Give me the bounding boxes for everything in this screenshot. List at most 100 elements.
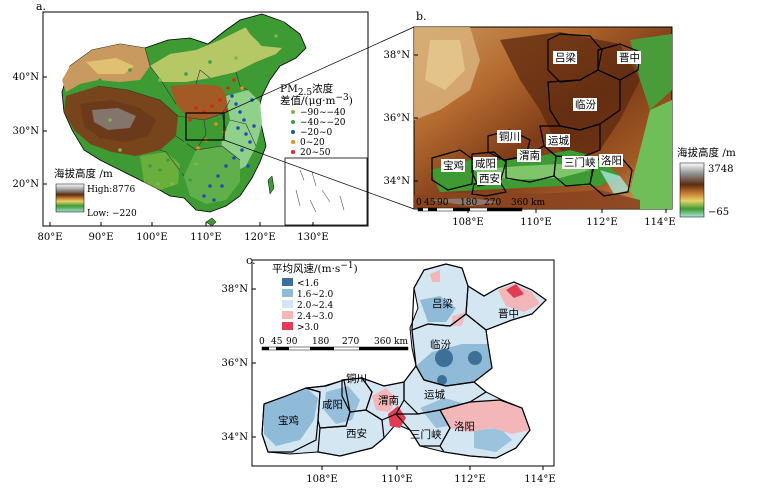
svg-text:130°E: 130°E [297,232,328,243]
svg-text:36°N: 36°N [384,113,411,124]
panel-a-pm-legend: PM2.5浓度 差值/(μg·m−3) −90∼−40 −40∼−20 −20∼… [280,82,353,158]
elev-b-legend-max: 3748 [708,164,733,175]
panel-c-city-boundaries [261,263,547,459]
panel-b-lat-ticks: 38°N 36°N 34°N [384,50,418,187]
panel-c-lat-ticks: 38°N 36°N 34°N [222,284,256,443]
wind-legend-swatch [282,289,293,297]
city-c-label-linfen: 临汾 [430,338,451,351]
svg-text:0: 0 [416,198,422,208]
svg-text:270: 270 [484,198,501,208]
svg-text:114°E: 114°E [644,217,675,228]
pm-legend-swatch [291,120,295,124]
svg-text:270: 270 [342,337,359,347]
elev-legend-high: High:8776 [87,185,135,195]
panel-b-elevation-legend: 海拔高度 /m 3748 −65 [677,146,736,218]
zoom-connector-bottom [223,139,415,210]
study-region-box [185,112,225,141]
city-label-yuncheng: 运城 [548,135,569,147]
city-c-label-sanmenxia: 三门峡 [410,428,442,441]
svg-text:110°E: 110°E [381,474,412,485]
svg-text:−90∼−40: −90∼−40 [300,108,346,118]
svg-text:100°E: 100°E [136,232,167,243]
svg-text:34°N: 34°N [222,432,249,443]
city-c-label-yuncheng: 运城 [424,389,445,401]
pm-legend-swatch [291,150,295,154]
elev-legend-low: Low: −220 [87,209,137,219]
city-c-label-tongchuan: 铜川 [346,373,367,385]
panel-b-scale-bar: 0 45 90 180 270 360 km [416,198,545,212]
panel-c: c. [222,254,556,485]
panel-b-lon-ticks: 108°E 110°E 112°E 114°E [452,209,676,228]
svg-text:45: 45 [271,337,283,347]
city-c-label-xian: 西安 [346,427,367,440]
elev-b-legend-min: −65 [708,207,729,218]
city-label-baoji: 宝鸡 [443,159,464,172]
panel-c-wind-legend: 平均风速/(m·s−1) <1.6 1.6∼2.0 2.0∼2.4 2.4∼3.… [272,261,358,333]
city-label-luoyang: 洛阳 [601,154,622,167]
svg-text:<1.6: <1.6 [297,279,319,289]
svg-text:112°E: 112°E [454,474,485,485]
city-c-label-luoyang: 洛阳 [454,420,475,433]
elev-b-legend-title: 海拔高度 /m [677,146,736,159]
wind-legend-swatch [282,311,293,319]
city-label-xianyang: 咸阳 [475,158,496,170]
elev-legend-title: 海拔高度 /m [54,167,113,180]
svg-text:30°N: 30°N [13,126,40,137]
svg-text:110°E: 110°E [190,232,221,243]
wind-legend-swatch [282,322,293,330]
svg-text:36°N: 36°N [222,358,249,369]
zoom-connector-top [223,26,415,114]
city-c-label-lvliang: 吕梁 [432,297,453,310]
city-c-label-baoji: 宝鸡 [278,414,299,427]
svg-text:110°E: 110°E [520,217,551,228]
svg-text:20°N: 20°N [13,179,40,190]
svg-text:−40∼−20: −40∼−20 [300,118,346,128]
svg-text:360 km: 360 km [374,337,408,347]
city-label-jinzhong: 晋中 [619,51,640,64]
city-label-tongchuan: 铜川 [499,131,520,143]
panel-a-lon-ticks: 80°E 90°E 100°E 110°E 120°E 130°E [37,222,329,243]
svg-text:114°E: 114°E [524,474,555,485]
svg-text:−20∼0: −20∼0 [300,128,333,138]
pm-legend-swatch [291,140,295,144]
city-label-xian: 西安 [479,172,500,185]
pm-legend-title-1: PM2.5浓度 [280,82,334,98]
svg-text:1.6∼2.0: 1.6∼2.0 [297,290,333,300]
pm-legend-swatch [291,110,295,114]
svg-text:20∼50: 20∼50 [300,148,331,158]
svg-text:38°N: 38°N [222,284,249,295]
panel-b-city-labels: 吕梁 晋中 临汾 铜川 运城 宝鸡 咸阳 渭南 三门峡 洛阳 西安 [441,51,641,185]
panel-c-city-labels: 吕梁 晋中 临汾 铜川 运城 宝鸡 咸阳 渭南 西安 三门峡 洛阳 [278,297,519,441]
svg-text:0∼20: 0∼20 [300,138,325,148]
wind-legend-swatch [282,300,293,308]
svg-text:90: 90 [286,337,298,347]
panel-c-label: c. [246,254,256,267]
wind-legend-title: 平均风速/(m·s−1) [272,261,358,275]
city-label-linfen: 临汾 [575,98,596,111]
svg-text:120°E: 120°E [244,232,275,243]
svg-text:45: 45 [424,198,436,208]
city-c-label-xianyang: 咸阳 [322,399,343,411]
panel-b-label: b. [416,10,427,23]
city-c-label-jinzhong: 晋中 [498,307,519,320]
svg-text:34°N: 34°N [384,176,411,187]
south-china-sea-inset [284,157,368,226]
svg-text:38°N: 38°N [384,50,411,61]
panel-a-elevation-legend: 海拔高度 /m High:8776 Low: −220 [54,167,137,219]
svg-text:180: 180 [460,198,477,208]
panel-a-label: a. [36,0,46,13]
svg-text:2.4∼3.0: 2.4∼3.0 [297,312,333,322]
panel-a: a. [13,0,369,243]
svg-text:2.0∼2.4: 2.0∼2.4 [297,301,333,311]
svg-text:180: 180 [312,337,329,347]
pm-legend-swatch [291,130,295,134]
pm-legend-title-2: 差值/(μg·m−3) [280,93,353,107]
svg-text:0: 0 [259,337,265,347]
svg-text:90: 90 [437,198,449,208]
svg-text:40°N: 40°N [13,72,40,83]
svg-text:360 km: 360 km [511,198,545,208]
svg-text:108°E: 108°E [452,217,483,228]
svg-text:>3.0: >3.0 [297,323,319,333]
city-label-sanmenxia: 三门峡 [564,156,596,169]
